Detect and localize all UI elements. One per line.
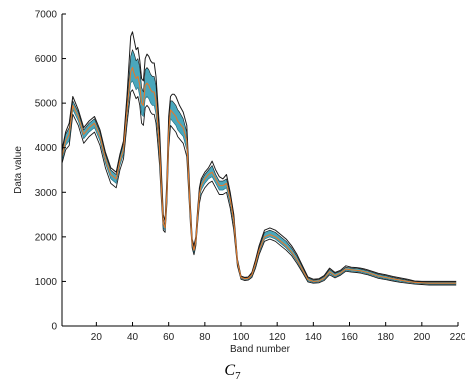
y-tick-label: 2000 (35, 232, 58, 243)
y-tick-label: 4000 (35, 143, 58, 154)
x-tick-label: 100 (233, 332, 250, 343)
y-tick-label: 6000 (35, 54, 58, 65)
spectral-chart: 20 40 60 80 100 120 140 160 180 200 220 0 1000 2000 3… (0, 0, 465, 362)
x-tick-label: 20 (91, 332, 103, 343)
y-tick-label: 0 (51, 322, 57, 333)
band-bottom-line (62, 81, 456, 284)
x-tick-label: 120 (269, 332, 286, 343)
x-tick-label: 140 (305, 332, 322, 343)
x-tick-label: 40 (127, 332, 139, 343)
x-tick-label: 160 (341, 332, 358, 343)
caption-subscript: 7 (235, 370, 241, 382)
y-tick-label: 3000 (35, 188, 58, 199)
x-tick-label: 80 (199, 332, 211, 343)
median-line (62, 68, 456, 284)
x-ticks: 20 40 60 80 100 120 140 160 180 200 220 (91, 322, 465, 343)
x-tick-label: 220 (450, 332, 465, 343)
x-tick-label: 180 (377, 332, 394, 343)
y-ticks: 0 1000 2000 3000 4000 5000 6000 7000 (35, 10, 66, 333)
y-tick-label: 7000 (35, 10, 58, 21)
y-axis-title: Data value (13, 146, 24, 194)
y-tick-label: 1000 (35, 277, 58, 288)
lower-envelope-line (62, 90, 456, 285)
x-tick-label: 60 (163, 332, 175, 343)
caption-letter: C (224, 362, 235, 379)
x-axis-title: Band number (230, 344, 291, 355)
y-tick-label: 5000 (35, 99, 58, 110)
figure-caption: C7 (0, 362, 465, 382)
x-tick-label: 200 (413, 332, 430, 343)
plot-area (62, 32, 456, 285)
